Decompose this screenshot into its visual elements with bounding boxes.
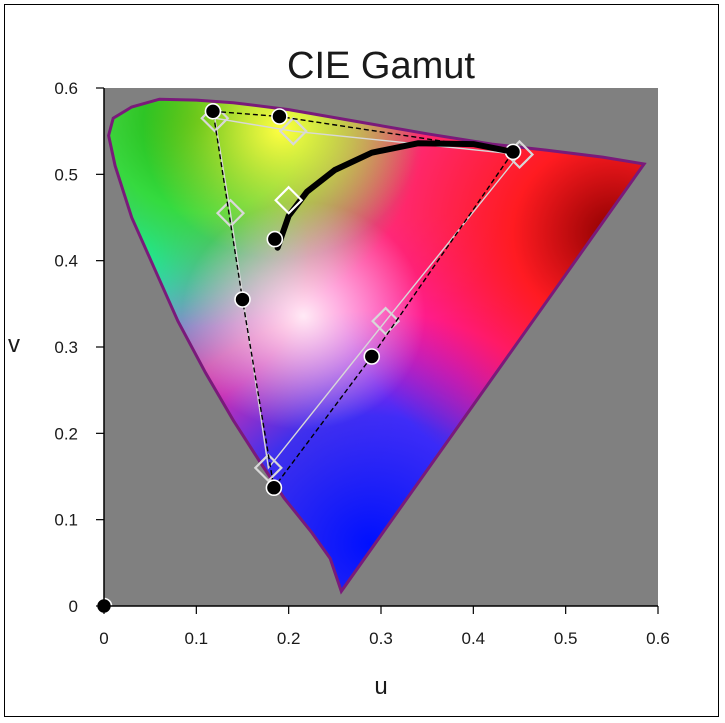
x-tick-label: 0.1	[185, 629, 209, 648]
series-single-points	[266, 185, 304, 248]
filled-circle-marker	[266, 230, 284, 248]
y-tick-label: 0.6	[54, 79, 78, 98]
filled-circle-marker	[271, 108, 288, 125]
x-tick-label: 0.2	[277, 629, 301, 648]
x-axis-ticks: 0 0.1 0.2 0.3 0.4 0.5 0.6	[99, 606, 670, 648]
filled-circle-marker	[363, 348, 381, 365]
x-tick-label: 0	[99, 629, 108, 648]
open-diamond-marker	[371, 306, 401, 336]
gamut-triangle-line	[213, 117, 521, 470]
y-axis-ticks: 0 0.1 0.2 0.3 0.4 0.5 0.6	[54, 79, 104, 616]
x-tick-label: 0.3	[369, 629, 393, 648]
open-diamond-marker	[278, 116, 308, 146]
y-tick-label: 0.3	[54, 338, 78, 357]
x-axis-label: u	[374, 673, 387, 700]
y-tick-label: 0.2	[54, 424, 78, 443]
series-filled-circles-dashed	[204, 103, 522, 497]
x-tick-label: 0.6	[646, 629, 670, 648]
x-tick-label: 0.5	[554, 629, 578, 648]
planckian-locus-curve	[274, 140, 516, 251]
y-tick-label: 0.5	[54, 165, 78, 184]
chart-title: CIE Gamut	[287, 45, 475, 87]
y-tick-label: 0.4	[54, 252, 78, 271]
y-tick-label: 0	[69, 597, 78, 616]
series-thick-curve	[274, 140, 516, 251]
open-diamond-marker	[274, 185, 304, 215]
filled-circle-marker	[204, 103, 222, 120]
y-axis-label: v	[8, 331, 20, 358]
series-layer	[200, 103, 535, 497]
y-tick-label: 0.1	[54, 511, 78, 530]
filled-circle-marker	[234, 291, 251, 308]
x-tick-label: 0.4	[462, 629, 486, 648]
filled-circle-marker	[265, 479, 283, 497]
open-diamond-marker	[253, 453, 283, 483]
